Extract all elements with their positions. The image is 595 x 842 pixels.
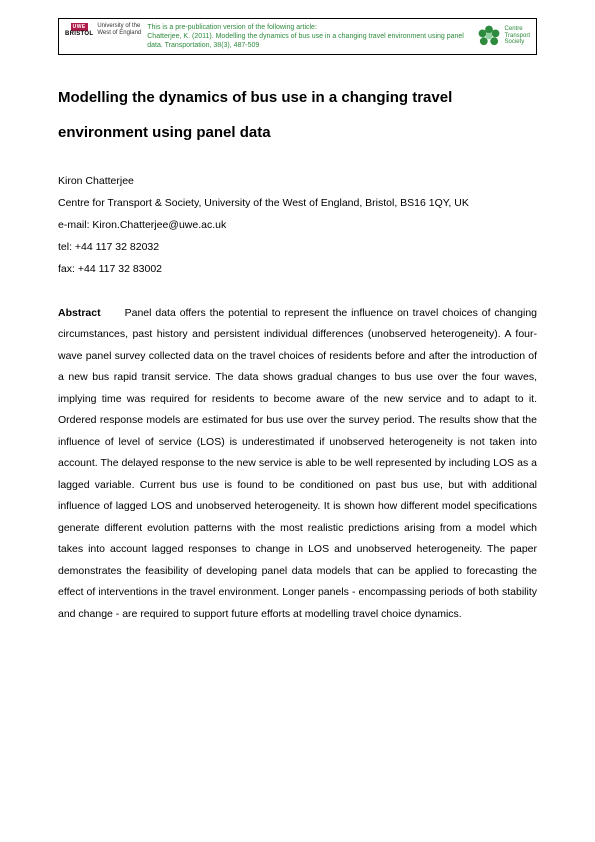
header-citation-box: UWE BRISTOL University of the West of En… — [58, 18, 537, 55]
abstract-section: AbstractPanel data offers the potential … — [58, 303, 537, 626]
abstract-label: Abstract — [58, 303, 101, 325]
cts-flower-icon — [476, 23, 502, 49]
paper-title: Modelling the dynamics of bus use in a c… — [58, 81, 537, 150]
author-email: e-mail: Kiron.Chatterjee@uwe.ac.uk — [58, 214, 537, 236]
author-block: Kiron Chatterjee Centre for Transport & … — [58, 170, 537, 280]
citation-text: This is a pre-publication version of the… — [147, 23, 469, 50]
cts-line-3: Society — [505, 39, 530, 46]
cts-text: Centre Transport Society — [505, 26, 530, 46]
uwe-subtext-2: West of England — [97, 30, 141, 37]
abstract-text: Panel data offers the potential to repre… — [58, 307, 537, 620]
uwe-mark: UWE BRISTOL — [65, 23, 93, 37]
citation-intro: This is a pre-publication version of the… — [147, 23, 469, 32]
uwe-logo: UWE BRISTOL University of the West of En… — [65, 23, 141, 37]
author-name: Kiron Chatterjee — [58, 170, 537, 192]
uwe-subtitle: University of the West of England — [97, 23, 141, 36]
author-fax: fax: +44 117 32 83002 — [58, 258, 537, 280]
cts-line-2: Transport — [505, 33, 530, 40]
author-tel: tel: +44 117 32 82032 — [58, 236, 537, 258]
uwe-badge: UWE — [71, 23, 88, 31]
uwe-subtext-1: University of the — [97, 23, 141, 30]
cts-logo: Centre Transport Society — [476, 23, 530, 49]
citation-body: Chatterjee, K. (2011). Modelling the dyn… — [147, 32, 469, 50]
author-affiliation: Centre for Transport & Society, Universi… — [58, 192, 537, 214]
uwe-bristol-text: BRISTOL — [65, 31, 93, 37]
cts-line-1: Centre — [505, 26, 530, 33]
